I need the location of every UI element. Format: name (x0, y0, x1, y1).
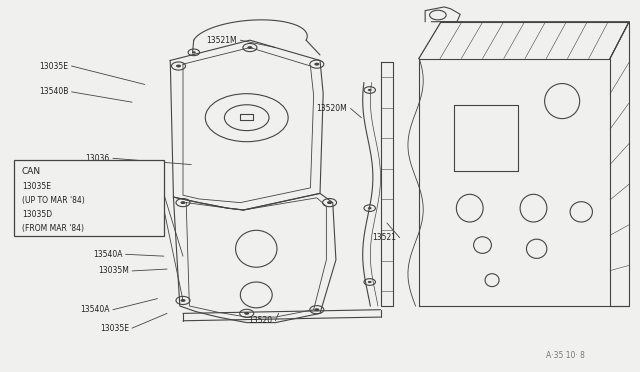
FancyBboxPatch shape (14, 160, 164, 236)
Circle shape (368, 281, 372, 283)
Text: 13521M: 13521M (207, 36, 237, 45)
Text: 13035E: 13035E (39, 61, 68, 71)
Text: 13035E: 13035E (100, 324, 129, 333)
Circle shape (368, 207, 372, 209)
Text: 13540A: 13540A (80, 305, 109, 314)
Text: 13035M: 13035M (98, 266, 129, 275)
Circle shape (314, 308, 319, 311)
Circle shape (368, 89, 372, 91)
Circle shape (180, 299, 186, 302)
Text: (FROM MAR '84): (FROM MAR '84) (22, 224, 84, 232)
Text: 13540A: 13540A (93, 250, 122, 259)
Text: CAN: CAN (22, 167, 41, 176)
Text: 13036: 13036 (86, 154, 109, 163)
Circle shape (176, 64, 181, 67)
Circle shape (244, 312, 249, 315)
Text: 13035D: 13035D (22, 210, 52, 219)
Circle shape (192, 51, 196, 54)
Text: 13521: 13521 (372, 233, 396, 242)
Text: 13540B: 13540B (39, 87, 68, 96)
Text: A·35 10· 8: A·35 10· 8 (546, 350, 585, 360)
Text: (UP TO MAR '84): (UP TO MAR '84) (22, 196, 84, 205)
Circle shape (327, 201, 332, 204)
Circle shape (247, 46, 252, 49)
Circle shape (180, 201, 186, 204)
Text: 13035E: 13035E (22, 182, 51, 190)
Circle shape (314, 62, 319, 65)
Text: 13520: 13520 (248, 316, 272, 325)
Text: 13520M: 13520M (317, 104, 348, 113)
